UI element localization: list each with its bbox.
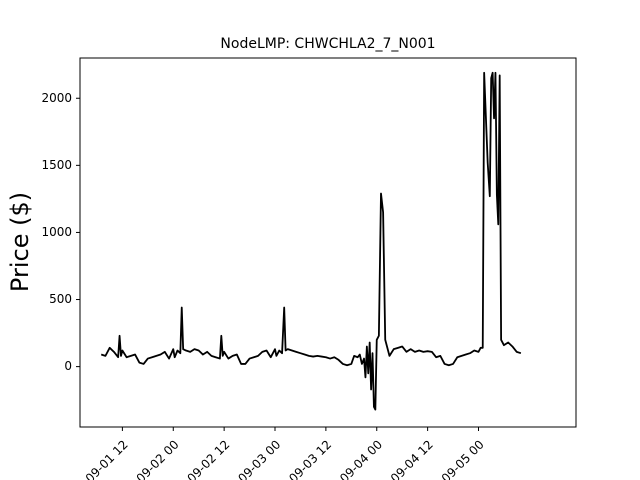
series-line-0 <box>100 71 522 411</box>
y-axis: 0 500 1000 1500 2000 <box>41 91 80 373</box>
y-tick-label: 1500 <box>41 158 72 172</box>
y-axis-label: Price ($) <box>6 192 34 292</box>
y-tick-label: 2000 <box>41 91 72 105</box>
y-tick-label: 500 <box>49 292 72 306</box>
plot-frame <box>79 57 577 428</box>
y-tick-label: 1000 <box>41 225 72 239</box>
y-tick-label: 0 <box>64 359 72 373</box>
plot-area <box>100 71 522 411</box>
chart-title: NodeLMP: CHWCHLA2_7_N001 <box>220 36 435 52</box>
